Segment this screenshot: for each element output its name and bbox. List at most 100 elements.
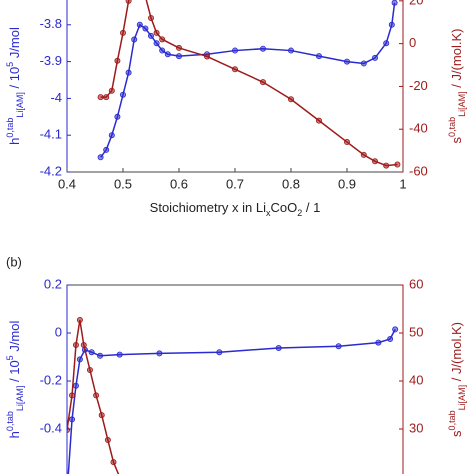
label-part: / 1 bbox=[302, 200, 320, 215]
y-tick-label: -0.4 bbox=[40, 420, 62, 435]
y-tick-label: -3.9 bbox=[40, 53, 62, 68]
data-point bbox=[72, 382, 79, 389]
data-point bbox=[315, 53, 322, 60]
data-point bbox=[231, 66, 238, 73]
data-point bbox=[104, 437, 111, 444]
series-line bbox=[67, 329, 396, 474]
data-point bbox=[315, 117, 322, 124]
label-part: J/mol bbox=[7, 321, 22, 356]
data-point bbox=[275, 344, 282, 351]
data-point bbox=[116, 351, 123, 358]
label-part: 5 bbox=[5, 355, 15, 360]
label-part: / J/(mol.K) bbox=[449, 322, 464, 385]
data-point bbox=[98, 412, 105, 419]
data-point bbox=[360, 151, 367, 158]
data-point bbox=[147, 14, 154, 21]
data-point bbox=[259, 45, 266, 52]
x-tick-label: 1 bbox=[399, 176, 406, 191]
y2-axis-label: s0,tabLi[AM] / J/(mol.K) bbox=[447, 29, 467, 144]
data-point bbox=[142, 25, 149, 32]
label-part: Li[AM] bbox=[15, 92, 25, 118]
data-point bbox=[131, 36, 138, 43]
label-part: Li[AM] bbox=[457, 91, 467, 117]
x-tick-label: 0.4 bbox=[58, 176, 76, 191]
data-point bbox=[103, 146, 110, 153]
y-tick-label: -4 bbox=[50, 90, 62, 105]
data-point bbox=[175, 53, 182, 60]
data-point bbox=[392, 326, 399, 333]
data-point bbox=[80, 341, 87, 348]
data-point bbox=[391, 0, 398, 6]
plot-area bbox=[97, 0, 401, 169]
data-point bbox=[335, 343, 342, 350]
y2-axis-label: s0,tabLi[AM] / J/(mol.K) bbox=[447, 322, 467, 437]
data-point bbox=[159, 47, 166, 54]
x-axis-label: Stoichiometry x in LixCoO2 / 1 bbox=[150, 200, 321, 218]
data-point bbox=[114, 57, 121, 64]
data-point bbox=[383, 162, 390, 169]
x-tick-label: 0.8 bbox=[282, 176, 300, 191]
data-point bbox=[114, 113, 121, 120]
data-point bbox=[175, 44, 182, 51]
y2-tick-label: 0 bbox=[409, 35, 416, 50]
label-part: / 10 bbox=[7, 360, 22, 385]
data-point bbox=[93, 392, 100, 399]
y-tick-label: -4.2 bbox=[40, 163, 62, 178]
label-part: / 10 bbox=[7, 67, 22, 92]
data-point bbox=[287, 96, 294, 103]
plot-area bbox=[67, 317, 399, 474]
y2-tick-label: 50 bbox=[409, 324, 423, 339]
data-point bbox=[147, 32, 154, 39]
data-point bbox=[394, 161, 401, 168]
y2-tick-label: 60 bbox=[409, 276, 423, 291]
data-point bbox=[164, 51, 171, 58]
data-point bbox=[97, 154, 104, 161]
y2-tick-label: -20 bbox=[409, 78, 428, 93]
x-tick-label: 0.7 bbox=[226, 176, 244, 191]
label-part: Li[AM] bbox=[457, 385, 467, 411]
y-tick-label: -3.8 bbox=[40, 16, 62, 31]
data-point bbox=[343, 139, 350, 146]
data-point bbox=[387, 335, 394, 342]
label-part: 0,tab bbox=[5, 118, 15, 138]
data-point bbox=[360, 60, 367, 67]
label-part: J/mol bbox=[7, 27, 22, 62]
data-point bbox=[156, 350, 163, 357]
data-point bbox=[97, 352, 104, 359]
label-part: 0,tab bbox=[5, 411, 15, 431]
data-point bbox=[343, 58, 350, 65]
data-point bbox=[371, 54, 378, 61]
label-part: s bbox=[449, 430, 464, 437]
data-point bbox=[69, 416, 76, 423]
label-part: 0,tab bbox=[447, 410, 457, 430]
data-point bbox=[76, 317, 83, 324]
data-point bbox=[103, 94, 110, 101]
label-part: s bbox=[449, 136, 464, 143]
series-line bbox=[100, 0, 398, 167]
label-part: / J/(mol.K) bbox=[449, 29, 464, 92]
label-part: 0,tab bbox=[447, 117, 457, 137]
y2-tick-label: 40 bbox=[409, 372, 423, 387]
x-tick-label: 0.6 bbox=[170, 176, 188, 191]
data-point bbox=[231, 47, 238, 54]
label-part: Stoichiometry x in Li bbox=[150, 200, 266, 215]
data-point bbox=[125, 69, 132, 76]
y-tick-label: 0 bbox=[55, 324, 62, 339]
data-point bbox=[136, 21, 143, 28]
data-point bbox=[371, 158, 378, 165]
data-point bbox=[69, 392, 76, 399]
y2-tick-label: -40 bbox=[409, 121, 428, 136]
y-tick-label: -4.1 bbox=[40, 127, 62, 142]
x-tick-label: 0.5 bbox=[114, 176, 132, 191]
data-point bbox=[375, 339, 382, 346]
data-point bbox=[67, 426, 70, 433]
data-point bbox=[76, 356, 83, 363]
data-point bbox=[120, 29, 127, 36]
data-point bbox=[216, 349, 223, 356]
label-part: Li[AM] bbox=[15, 386, 25, 412]
data-point bbox=[203, 53, 210, 60]
label-part: CoO bbox=[271, 200, 298, 215]
y2-tick-label: 20 bbox=[409, 0, 423, 7]
